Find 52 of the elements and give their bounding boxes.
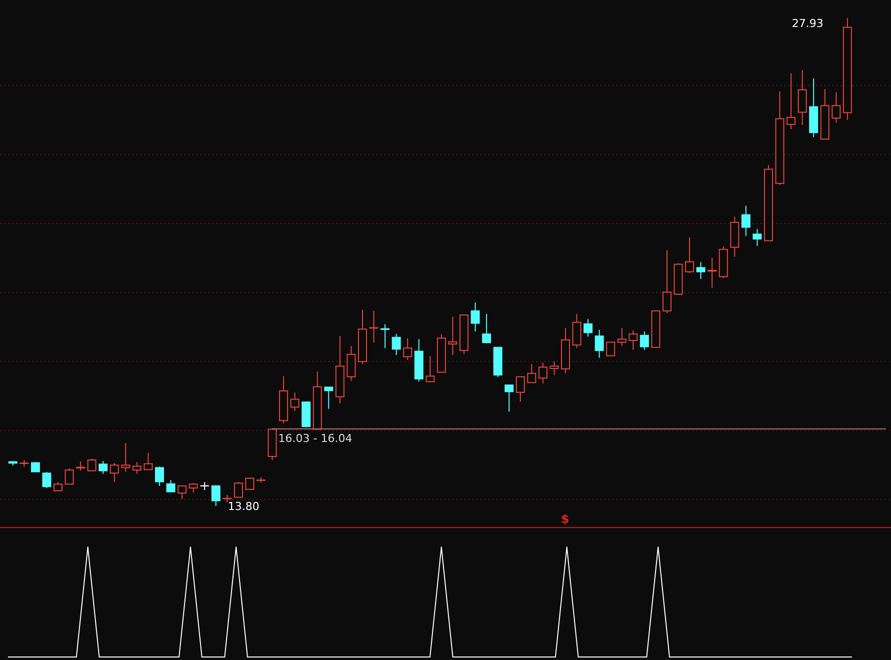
candlestick bbox=[516, 376, 525, 402]
candlestick bbox=[696, 262, 706, 280]
candlestick bbox=[584, 318, 593, 338]
candlestick bbox=[752, 228, 762, 246]
candlestick bbox=[42, 472, 52, 488]
candlestick bbox=[617, 328, 626, 346]
candlestick bbox=[369, 310, 378, 344]
candlestick bbox=[121, 442, 130, 472]
annotation: 13.80 bbox=[228, 500, 260, 513]
candlestick bbox=[98, 460, 108, 474]
annotation: 27.93 bbox=[792, 16, 824, 30]
candlestick bbox=[662, 250, 672, 314]
candlestick bbox=[211, 484, 220, 506]
candlestick bbox=[132, 462, 142, 474]
candlestick bbox=[76, 460, 86, 472]
candlestick bbox=[110, 462, 119, 482]
candlestick bbox=[324, 386, 334, 410]
candlestick bbox=[628, 330, 638, 350]
candlestick bbox=[234, 481, 243, 498]
candlestick bbox=[144, 452, 153, 470]
candlestick bbox=[527, 363, 536, 384]
candlestick bbox=[178, 485, 187, 500]
candlestick bbox=[87, 458, 96, 472]
candlestick bbox=[741, 205, 750, 236]
candlestick bbox=[346, 346, 356, 382]
candlestick bbox=[640, 331, 649, 350]
candlestick bbox=[504, 384, 514, 412]
candlestick bbox=[798, 70, 807, 126]
candlestick bbox=[786, 72, 796, 130]
candlestick bbox=[426, 356, 435, 383]
candlestick bbox=[538, 362, 548, 384]
candlestick bbox=[832, 92, 841, 124]
candlestick bbox=[155, 466, 164, 486]
candlestick bbox=[685, 236, 694, 274]
candlestick bbox=[166, 480, 176, 492]
candlestick bbox=[482, 313, 492, 344]
candlestick bbox=[380, 324, 390, 349]
candlestick bbox=[245, 477, 254, 490]
candlestick bbox=[188, 482, 198, 493]
candlestick bbox=[64, 468, 74, 485]
candlestick bbox=[392, 333, 401, 356]
candlestick bbox=[594, 329, 604, 358]
candlestick bbox=[470, 302, 480, 332]
candlestick bbox=[290, 392, 300, 412]
candlestick bbox=[448, 316, 458, 356]
candlestick bbox=[550, 361, 559, 376]
annotation: $ bbox=[560, 512, 570, 526]
candlestick bbox=[708, 257, 717, 288]
candlestick bbox=[572, 313, 582, 349]
ref-line-label: 16.03 - 16.04 bbox=[278, 432, 352, 445]
candlestick bbox=[606, 342, 616, 356]
candlestick bbox=[403, 338, 412, 360]
